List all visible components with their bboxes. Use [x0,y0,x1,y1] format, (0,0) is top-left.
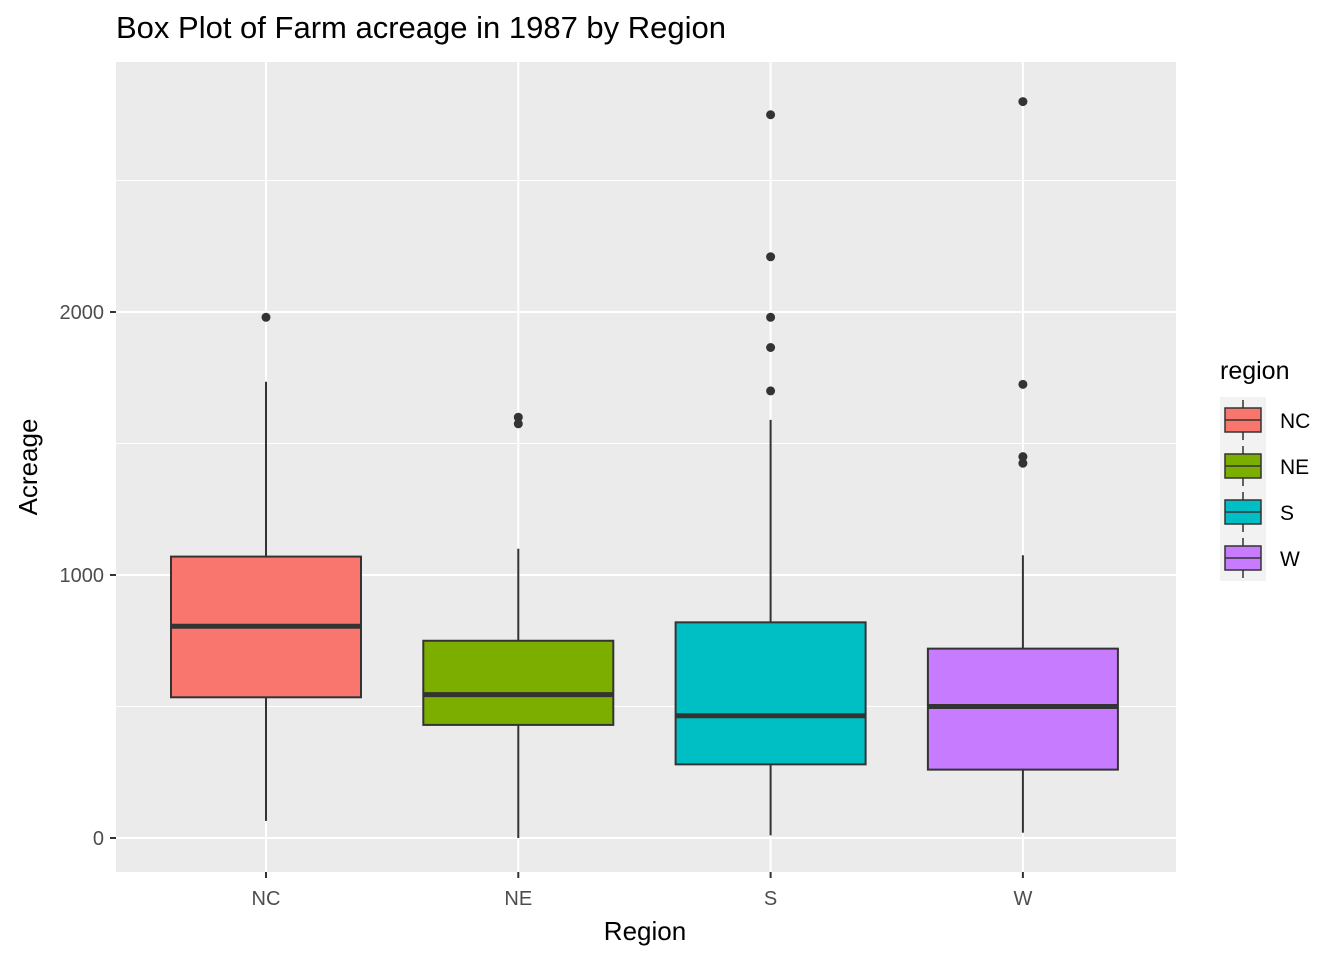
outlier-point [513,412,523,422]
legend-title: region [1220,357,1290,385]
box-NE [422,639,615,726]
outlier-point [1018,97,1028,107]
y-axis-title: Acreage [13,419,43,516]
legend-label: NC [1280,410,1310,433]
y-tick-label: 0 [93,828,104,850]
outlier-point [513,419,523,429]
y-tick-label: 1000 [60,565,105,587]
x-axis-title: Region [604,916,686,946]
box-W [926,647,1119,771]
axis-layer: 0 1000 2000 NC NE S W [60,302,1033,910]
outlier-point [766,312,776,322]
x-tick-label: NE [504,888,532,910]
legend: region NC NE SW [1220,357,1310,581]
x-tick-label: W [1013,888,1032,910]
outlier-point [1018,452,1028,462]
outlier-point [766,252,776,262]
outlier-point [766,343,776,353]
legend-label: W [1280,548,1300,571]
box-layer [170,97,1119,838]
box-S [674,621,867,766]
outlier-point [1018,379,1028,389]
x-tick-label: NC [252,888,281,910]
outlier-point [1018,458,1028,468]
outlier-point [766,386,776,396]
legend-label: NE [1280,456,1309,479]
outlier-point [261,312,271,322]
x-tick-label: S [764,888,777,910]
legend-label: S [1280,502,1294,525]
outlier-point [766,110,776,120]
chart-title: Box Plot of Farm acreage in 1987 by Regi… [116,10,727,45]
y-tick-label: 2000 [60,302,105,324]
